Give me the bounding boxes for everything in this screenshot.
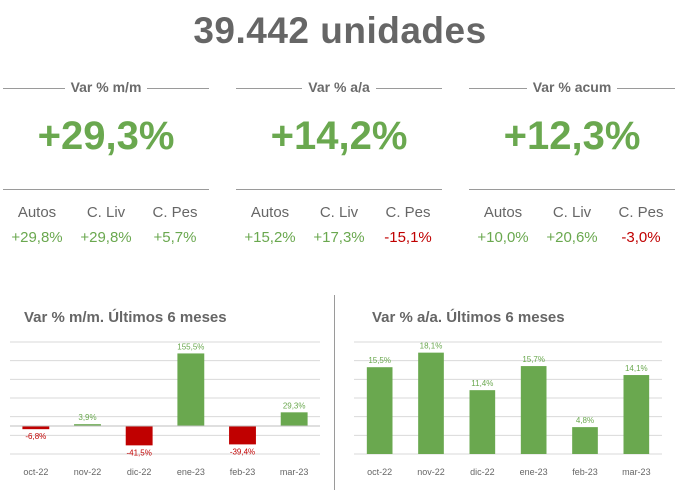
data-label: 4,8% <box>576 416 594 425</box>
kpi-label: Var % m/m <box>64 79 148 95</box>
data-label: 29,3% <box>283 401 306 410</box>
kpi-sub-name: C. Pes <box>152 204 198 221</box>
kpi-block-aa: Var % a/a +14,2% Autos +15,2% C. Liv +17,3… <box>236 76 442 246</box>
bar-nov-22 <box>74 424 101 426</box>
kpi-sub-value: +29,8% <box>80 229 132 246</box>
kpi-sub-value: +15,2% <box>244 229 296 246</box>
data-label: 155,5% <box>177 342 204 351</box>
kpi-sub-value: +5,7% <box>153 229 197 246</box>
chart-mm: -6,8% oct-22 3,9% nov-22 -41,5% dic-22 155,5% e… <box>10 341 320 477</box>
x-tick-label: feb-23 <box>572 467 598 477</box>
x-tick-label: ene-23 <box>177 467 205 477</box>
kpi-block-acum: Var % acum +12,3% Autos +10,0% C. Liv +20,… <box>469 76 675 246</box>
kpi-sub-name: Autos <box>17 204 57 221</box>
x-tick-label: dic-22 <box>127 467 152 477</box>
chart-title-mm: Var % m/m. Últimos 6 meses <box>24 309 227 326</box>
data-label: 14,1% <box>625 364 648 373</box>
kpi-main-value: +29,3% <box>37 114 175 158</box>
kpi-sub-value: +10,0% <box>477 229 529 246</box>
bar-mar-23 <box>280 412 308 426</box>
data-label: -41,5% <box>126 448 151 457</box>
bar-feb-23 <box>229 426 256 445</box>
x-tick-label: dic-22 <box>470 467 495 477</box>
x-tick-label: nov-22 <box>417 467 445 477</box>
bar-dic-22 <box>125 426 153 446</box>
bar-oct-22 <box>22 426 50 430</box>
data-label: 15,5% <box>368 356 391 365</box>
kpi-sub-name: C. Pes <box>385 204 431 221</box>
chart-aa: 15,5% oct-22 18,1% nov-22 11,4% dic-22 15,7% en… <box>354 341 662 477</box>
kpi-main-value: +12,3% <box>503 114 641 158</box>
chart-title-aa: Var % a/a. Últimos 6 meses <box>372 309 565 326</box>
kpi-sub-name: Autos <box>250 204 290 221</box>
x-tick-label: oct-22 <box>23 467 48 477</box>
kpi-divider <box>236 189 442 190</box>
bar-ene-23 <box>177 353 205 426</box>
data-label: -6,8% <box>25 432 46 441</box>
kpi-label: Var % a/a <box>302 79 376 95</box>
data-label: -39,4% <box>230 447 255 456</box>
x-tick-label: nov-22 <box>74 467 102 477</box>
x-tick-label: feb-23 <box>230 467 256 477</box>
data-label: 3,9% <box>78 413 96 422</box>
data-label: 15,7% <box>522 355 545 364</box>
kpi-sub-name: C. Liv <box>319 204 359 221</box>
kpi-divider <box>3 189 209 190</box>
bar-mar-23 <box>623 375 650 454</box>
x-tick-label: mar-23 <box>280 467 309 477</box>
bar-nov-22 <box>418 352 444 454</box>
kpi-sub-name: Autos <box>483 204 523 221</box>
bar-ene-23 <box>520 366 547 454</box>
bar-oct-22 <box>366 367 393 454</box>
data-label: 11,4% <box>471 379 493 388</box>
x-tick-label: mar-23 <box>622 467 651 477</box>
kpi-label: Var % acum <box>526 79 618 95</box>
kpi-sub-value: +29,8% <box>11 229 63 246</box>
kpi-sub-value: -15,1% <box>384 229 432 246</box>
kpi-divider <box>469 189 675 190</box>
kpi-sub-name: C. Liv <box>552 204 592 221</box>
kpi-sub-name: C. Pes <box>618 204 664 221</box>
kpi-sub-value: +17,3% <box>313 229 365 246</box>
chart-divider <box>334 295 335 490</box>
data-label: 18,1% <box>420 342 443 351</box>
x-tick-label: ene-23 <box>520 467 548 477</box>
kpi-sub-name: C. Liv <box>86 204 126 221</box>
kpi-block-mm: Var % m/m +29,3% Autos +29,8% C. Liv +29,8… <box>3 76 209 246</box>
kpi-main-value: +14,2% <box>270 114 408 158</box>
bar-dic-22 <box>469 390 496 454</box>
kpi-sub-value: +20,6% <box>546 229 598 246</box>
bar-feb-23 <box>572 427 598 454</box>
kpi-sub-value: -3,0% <box>621 229 661 246</box>
x-tick-label: oct-22 <box>367 467 392 477</box>
page-title: 39.442 unidades <box>193 10 487 51</box>
